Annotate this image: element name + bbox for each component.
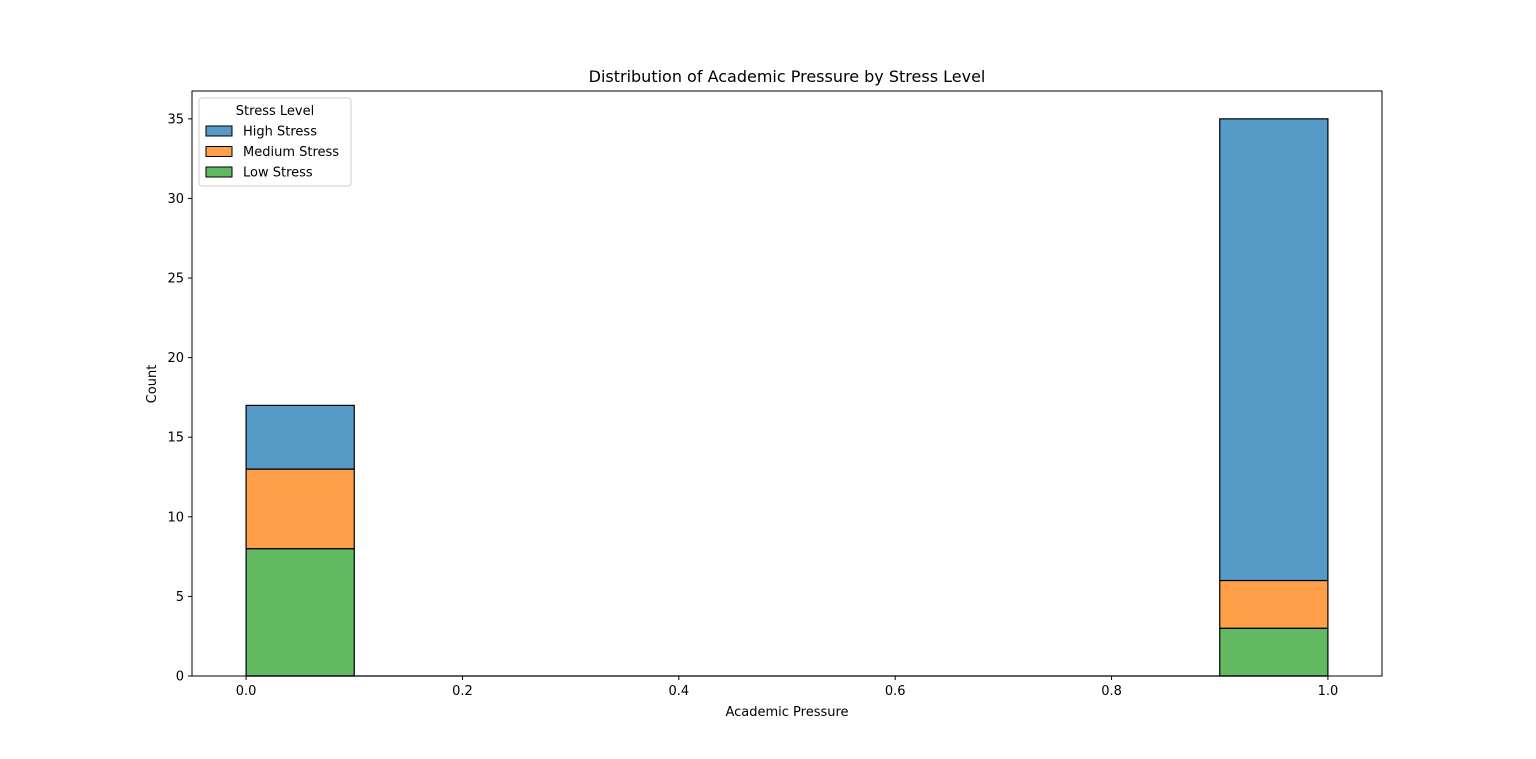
y-axis-label: Count bbox=[145, 365, 160, 404]
y-tick-label: 10 bbox=[167, 510, 184, 525]
legend-swatch bbox=[205, 166, 233, 178]
y-tick-label: 5 bbox=[176, 590, 184, 605]
x-tick-label: 0.6 bbox=[885, 684, 906, 699]
x-tick-label: 0.0 bbox=[236, 684, 257, 699]
y-tick-label: 0 bbox=[176, 670, 184, 685]
x-tick-label: 0.8 bbox=[1101, 684, 1122, 699]
bar-high-stress-bin-0 bbox=[245, 404, 355, 470]
bar-low-stress-bin-9 bbox=[1219, 627, 1329, 677]
legend: Stress Level High Stress Medium Stress Low… bbox=[198, 97, 352, 187]
bar-low-stress-bin-0 bbox=[245, 548, 355, 677]
y-tick-label: 15 bbox=[167, 431, 184, 446]
legend-items: High Stress Medium Stress Low Stress bbox=[205, 125, 339, 181]
plot-area bbox=[192, 91, 1382, 676]
y-tick-label: 25 bbox=[167, 272, 184, 287]
legend-swatch bbox=[205, 125, 233, 137]
legend-box bbox=[198, 97, 352, 187]
y-axis-ticks: 0 5 10 15 20 25 30 35 bbox=[167, 112, 192, 685]
x-tick-label: 0.4 bbox=[668, 684, 689, 699]
bar-medium-stress-bin-9 bbox=[1219, 579, 1329, 629]
y-tick-label: 20 bbox=[167, 351, 184, 366]
chart-title: Distribution of Academic Pressure by Str… bbox=[589, 67, 986, 86]
x-axis-ticks: 0.0 0.2 0.4 0.6 0.8 1.0 bbox=[236, 676, 1339, 699]
x-tick-label: 1.0 bbox=[1318, 684, 1339, 699]
x-axis-label: Academic Pressure bbox=[725, 705, 848, 720]
legend-label: Low Stress bbox=[243, 166, 313, 181]
y-tick-label: 35 bbox=[167, 112, 184, 127]
x-tick-label: 0.2 bbox=[452, 684, 473, 699]
bar-group bbox=[245, 118, 1329, 677]
bar-high-stress-bin-9 bbox=[1219, 118, 1329, 582]
y-tick-label: 30 bbox=[167, 192, 184, 207]
legend-title: Stress Level bbox=[236, 104, 314, 119]
legend-label: Medium Stress bbox=[243, 145, 339, 160]
plot-frame bbox=[191, 90, 1383, 677]
legend-label: High Stress bbox=[243, 125, 317, 140]
bar-medium-stress-bin-0 bbox=[245, 468, 355, 550]
legend-swatch bbox=[205, 146, 233, 157]
